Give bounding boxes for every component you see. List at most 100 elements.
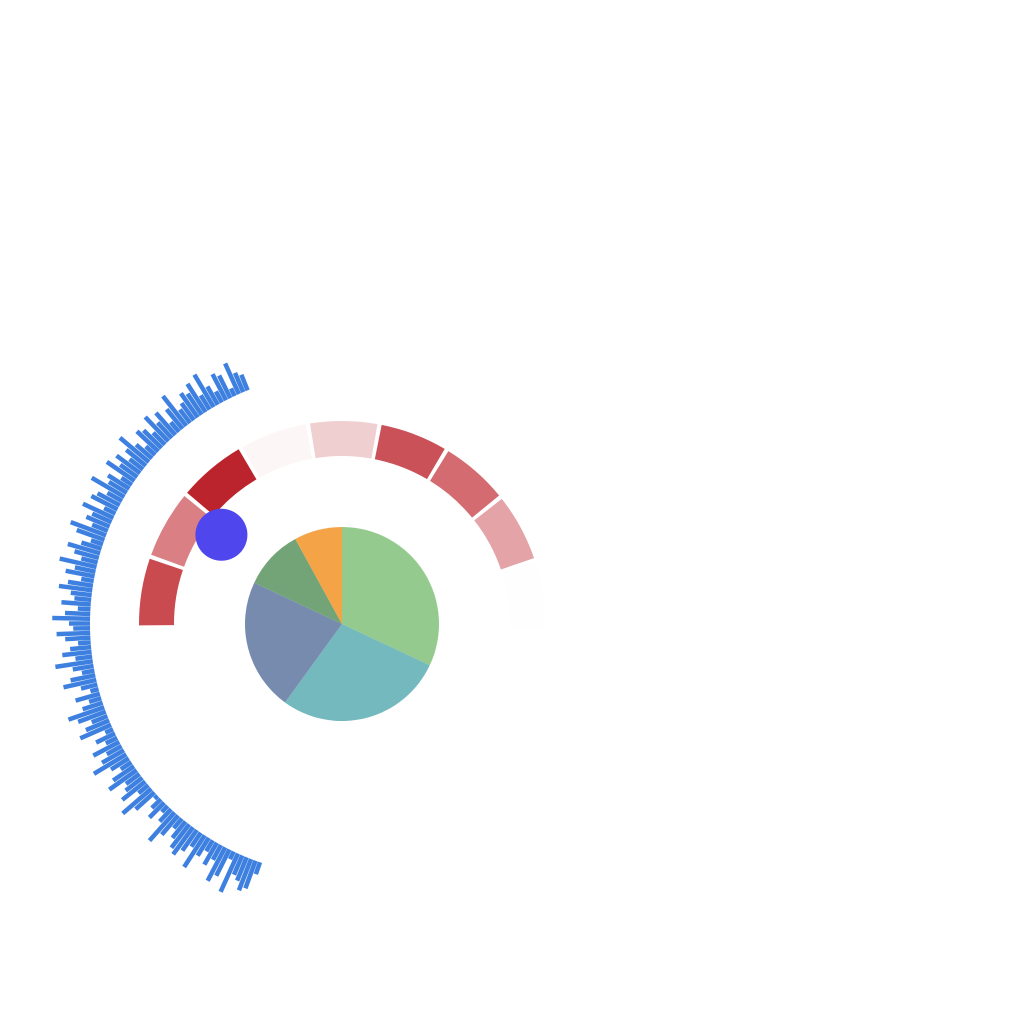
- radial-bar-116: [178, 408, 192, 425]
- radial-bar-50: [81, 700, 104, 712]
- radial-bar-22: [147, 810, 177, 843]
- radial-bar-16: [180, 828, 199, 852]
- radial-bar-65: [56, 630, 91, 637]
- radial-bar-59: [55, 659, 94, 670]
- radial-bar-4: [235, 856, 249, 882]
- radial-bar-14: [182, 834, 207, 869]
- radial-bar-1: [253, 861, 263, 875]
- radial-bar-105: [134, 442, 154, 461]
- radial-bar-24: [160, 804, 170, 814]
- radial-bar-85: [76, 527, 106, 542]
- pie-slice-3: [244, 582, 342, 703]
- ring-segment-1: [138, 558, 183, 626]
- radial-bar-126: [217, 374, 233, 400]
- radial-bar-5: [231, 854, 245, 876]
- radial-bar-78: [74, 565, 96, 574]
- radial-bar-29: [121, 787, 153, 816]
- radial-bar-79: [59, 556, 98, 570]
- radial-bar-15: [189, 831, 203, 848]
- radial-bar-9: [205, 846, 228, 882]
- radial-bar-90: [82, 501, 115, 520]
- pie-slice-1: [342, 527, 440, 666]
- radial-bar-28: [134, 790, 156, 811]
- radial-bar-117: [179, 401, 196, 422]
- radial-bar-89: [91, 511, 113, 525]
- radial-bar-100: [118, 462, 139, 479]
- radial-bar-109: [151, 431, 167, 447]
- radial-bar-99: [105, 459, 136, 483]
- radial-bar-96: [107, 479, 128, 495]
- radial-bar-31: [120, 779, 147, 802]
- radial-bar-69: [64, 610, 91, 617]
- radial-bar-47: [90, 713, 109, 725]
- radial-bar-106: [144, 444, 157, 457]
- radial-bar-70: [77, 606, 91, 612]
- radial-bar-74: [58, 583, 93, 593]
- radial-bar-42: [104, 735, 119, 746]
- radial-bar-56: [70, 673, 96, 683]
- radial-bar-93: [96, 491, 121, 508]
- radial-bar-41: [92, 739, 121, 758]
- radial-bar-34: [108, 768, 138, 792]
- radial-bar-40: [105, 744, 123, 757]
- radial-bar-30: [137, 783, 150, 795]
- radial-bar-17: [171, 825, 195, 856]
- radial-bar-49: [67, 705, 105, 722]
- radial-bar-88: [85, 514, 111, 529]
- radial-bar-38: [92, 752, 128, 776]
- radial-bar-8: [214, 848, 232, 877]
- radial-bar-43: [95, 731, 116, 745]
- radial-bar-80: [80, 556, 99, 565]
- radial-bar-81: [73, 549, 100, 561]
- radial-bar-97: [106, 473, 131, 491]
- radial-bar-39: [100, 748, 126, 765]
- radial-bar-53: [89, 686, 100, 694]
- radial-bar-18: [169, 823, 192, 850]
- ring-segment-2: [151, 496, 212, 567]
- radial-bar-120: [185, 382, 208, 414]
- radial-bar-113: [169, 420, 181, 434]
- radial-bar-98: [120, 476, 134, 487]
- radial-bar-23: [158, 807, 173, 824]
- radial-bar-25: [147, 801, 166, 820]
- heat-ring: [138, 421, 546, 629]
- radial-bar-123: [205, 385, 220, 406]
- radial-bar-94: [106, 490, 124, 503]
- radial-bar-103: [124, 448, 148, 468]
- radial-bar-125: [210, 373, 229, 402]
- radial-bar-71: [61, 600, 91, 607]
- marker-dot: [195, 508, 248, 561]
- radial-bar-61: [62, 649, 92, 658]
- ring-segment-8: [474, 498, 535, 570]
- radial-bar-64: [65, 635, 91, 642]
- radial-bar-84: [90, 538, 104, 547]
- radial-bar-129: [232, 371, 246, 394]
- radial-bar-33: [124, 772, 141, 786]
- radial-bar-36: [119, 760, 133, 772]
- radial-bar-7: [228, 850, 236, 861]
- ring-segment-3: [187, 449, 257, 516]
- radial-bar-76: [80, 576, 95, 584]
- radial-bars: [52, 362, 263, 893]
- radial-bar-55: [63, 677, 97, 690]
- radial-bar-46: [85, 718, 111, 733]
- radial-bar-12: [204, 839, 215, 853]
- radial-bar-48: [77, 709, 107, 724]
- radial-bar-91: [103, 506, 117, 516]
- radial-bar-114: [164, 407, 185, 431]
- radial-bar-57: [81, 668, 95, 676]
- radial-bar-92: [90, 494, 119, 512]
- radial-bar-51: [88, 696, 102, 705]
- radial-bar-72: [74, 595, 92, 603]
- radial-bar-83: [80, 540, 103, 551]
- radial-bar-108: [142, 428, 164, 450]
- radial-bar-63: [77, 640, 91, 646]
- radial-bar-32: [124, 775, 144, 793]
- radial-bar-127: [228, 387, 237, 397]
- radial-bar-54: [80, 682, 98, 691]
- radial-bar-45: [79, 722, 112, 741]
- radial-bar-21: [160, 814, 180, 837]
- pie-slice-4: [254, 539, 342, 624]
- marker-layer: [195, 508, 248, 561]
